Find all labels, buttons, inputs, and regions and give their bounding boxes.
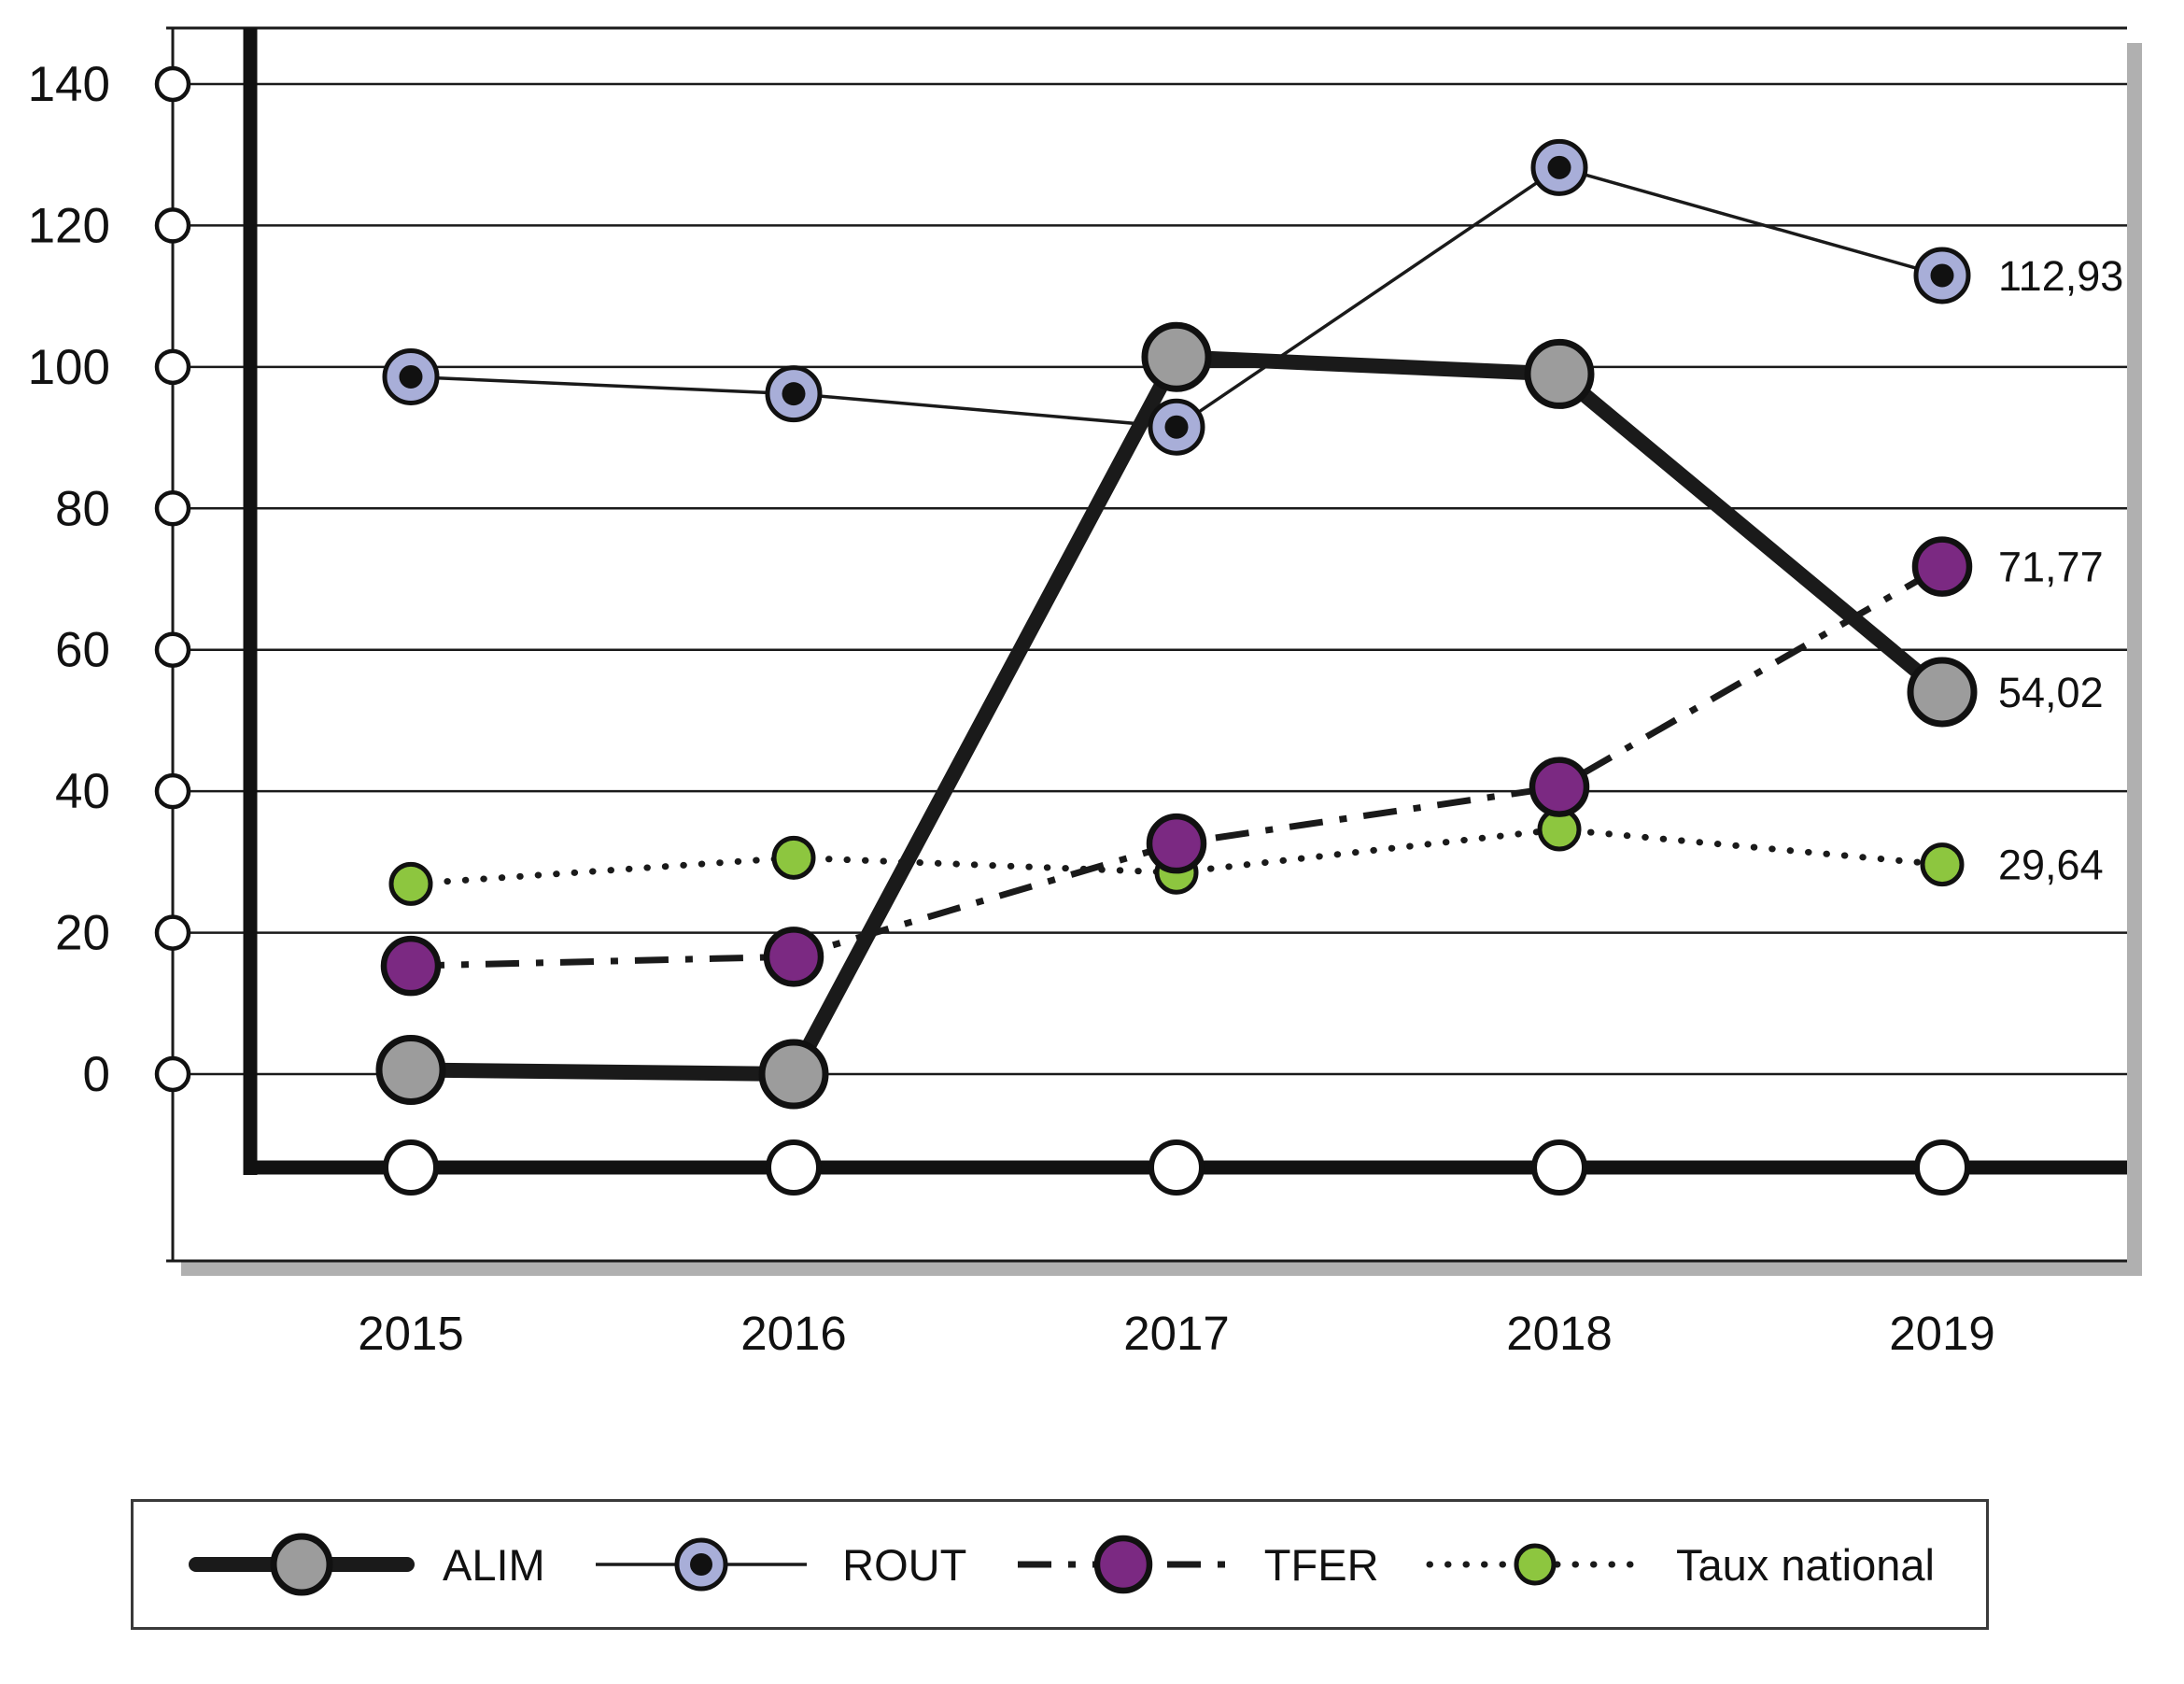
- taux-national-legend-swatch: [1426, 1543, 1644, 1586]
- tfer-marker-icon: [1911, 536, 1973, 597]
- x-tick-circle-icon: [1914, 1139, 1970, 1196]
- x-axis-label: 2016: [740, 1307, 846, 1360]
- y-tick-circle-icon: [154, 65, 191, 103]
- y-tick-circle-icon: [154, 1055, 191, 1093]
- tfer-marker-icon: [1146, 813, 1207, 874]
- y-axis-label: 120: [28, 198, 110, 253]
- rout-marker-icon-core: [1930, 263, 1954, 288]
- taux-national-marker-icon: [388, 861, 433, 906]
- y-tick-circle-icon: [154, 914, 191, 951]
- legend-item-rout: ROUT: [585, 1518, 966, 1611]
- y-axis-label: 0: [83, 1047, 110, 1102]
- legend-sample-rout-line-icon: [585, 1518, 818, 1611]
- rout-marker-icon-core: [782, 382, 806, 406]
- taux-national-legend-marker-icon: [1514, 1543, 1557, 1586]
- x-axis-label: 2019: [1889, 1307, 1994, 1360]
- x-tick-circle-icon: [1531, 1139, 1587, 1196]
- legend-item-taux-national: Taux national: [1418, 1518, 1935, 1611]
- tfer-marker-icon: [380, 935, 442, 997]
- taux-national-marker-icon: [1920, 842, 1965, 887]
- legend-label-rout: ROUT: [842, 1539, 967, 1590]
- x-axis-label: 2017: [1123, 1307, 1229, 1360]
- x-tick-circle-icon: [383, 1139, 439, 1196]
- rout-marker-icon-core: [1164, 415, 1189, 439]
- alim-marker-icon: [375, 1034, 446, 1105]
- alim-marker-icon: [1141, 321, 1212, 392]
- legend-item-alim: ALIM: [185, 1518, 545, 1611]
- legend: ALIM ROUT TFER Taux national: [131, 1499, 1989, 1630]
- legend-label-tfer: TFER: [1263, 1539, 1379, 1590]
- taux-national-end-label: 29,64: [1998, 842, 2104, 889]
- legend-label-alim: ALIM: [443, 1539, 545, 1590]
- alim-legend-swatch: [189, 1533, 415, 1596]
- rout-marker-icon-core: [1547, 155, 1571, 179]
- alim-marker-icon: [1524, 338, 1595, 409]
- tfer-end-label: 71,77: [1998, 544, 2104, 591]
- y-tick-circle-icon: [154, 772, 191, 810]
- y-axis-label: 100: [28, 340, 110, 395]
- y-axis-label: 60: [55, 623, 110, 678]
- x-tick-circle-icon: [1148, 1139, 1205, 1196]
- legend-sample-taux-national-line-icon: [1418, 1518, 1652, 1611]
- alim-marker-icon: [758, 1039, 829, 1110]
- y-axis-label: 140: [28, 57, 110, 112]
- legend-item-tfer: TFER: [1007, 1518, 1379, 1611]
- tfer-marker-icon: [763, 927, 824, 987]
- legend-label-taux-national: Taux national: [1675, 1539, 1935, 1590]
- rout-legend-swatch: [596, 1537, 808, 1592]
- x-axis-label: 2015: [358, 1307, 463, 1360]
- tfer-legend-marker-icon: [1093, 1535, 1153, 1594]
- y-axis-label: 40: [55, 764, 110, 819]
- tfer-line: [410, 563, 1944, 969]
- y-tick-circle-icon: [154, 631, 191, 668]
- tfer-legend-swatch: [1017, 1535, 1229, 1594]
- taux-national-marker-icon: [771, 835, 816, 880]
- y-tick-circle-icon: [154, 348, 191, 386]
- y-axis-label: 80: [55, 481, 110, 536]
- plot-panel: [166, 28, 2127, 1261]
- alim-marker-icon: [1907, 657, 1978, 728]
- x-axis-label: 2018: [1506, 1307, 1612, 1360]
- rout-legend-marker-core: [690, 1553, 713, 1576]
- x-tick-circle-icon: [766, 1139, 822, 1196]
- y-axis-label: 20: [55, 906, 110, 961]
- alim-end-label: 54,02: [1998, 669, 2104, 716]
- rout-end-label: 112,93: [1998, 252, 2123, 300]
- tfer-marker-icon: [1529, 757, 1590, 817]
- y-tick-circle-icon: [154, 207, 191, 244]
- y-tick-circle-icon: [154, 490, 191, 527]
- rout-marker-icon-core: [399, 364, 423, 389]
- line-chart: 54,02 112,93 71,77 29,64 2015 2016 2017 2018 201…: [28, 26, 2142, 1360]
- legend-sample-tfer-line-icon: [1007, 1518, 1240, 1611]
- alim-legend-marker-icon: [270, 1533, 333, 1596]
- legend-sample-alim-line-icon: [185, 1518, 418, 1611]
